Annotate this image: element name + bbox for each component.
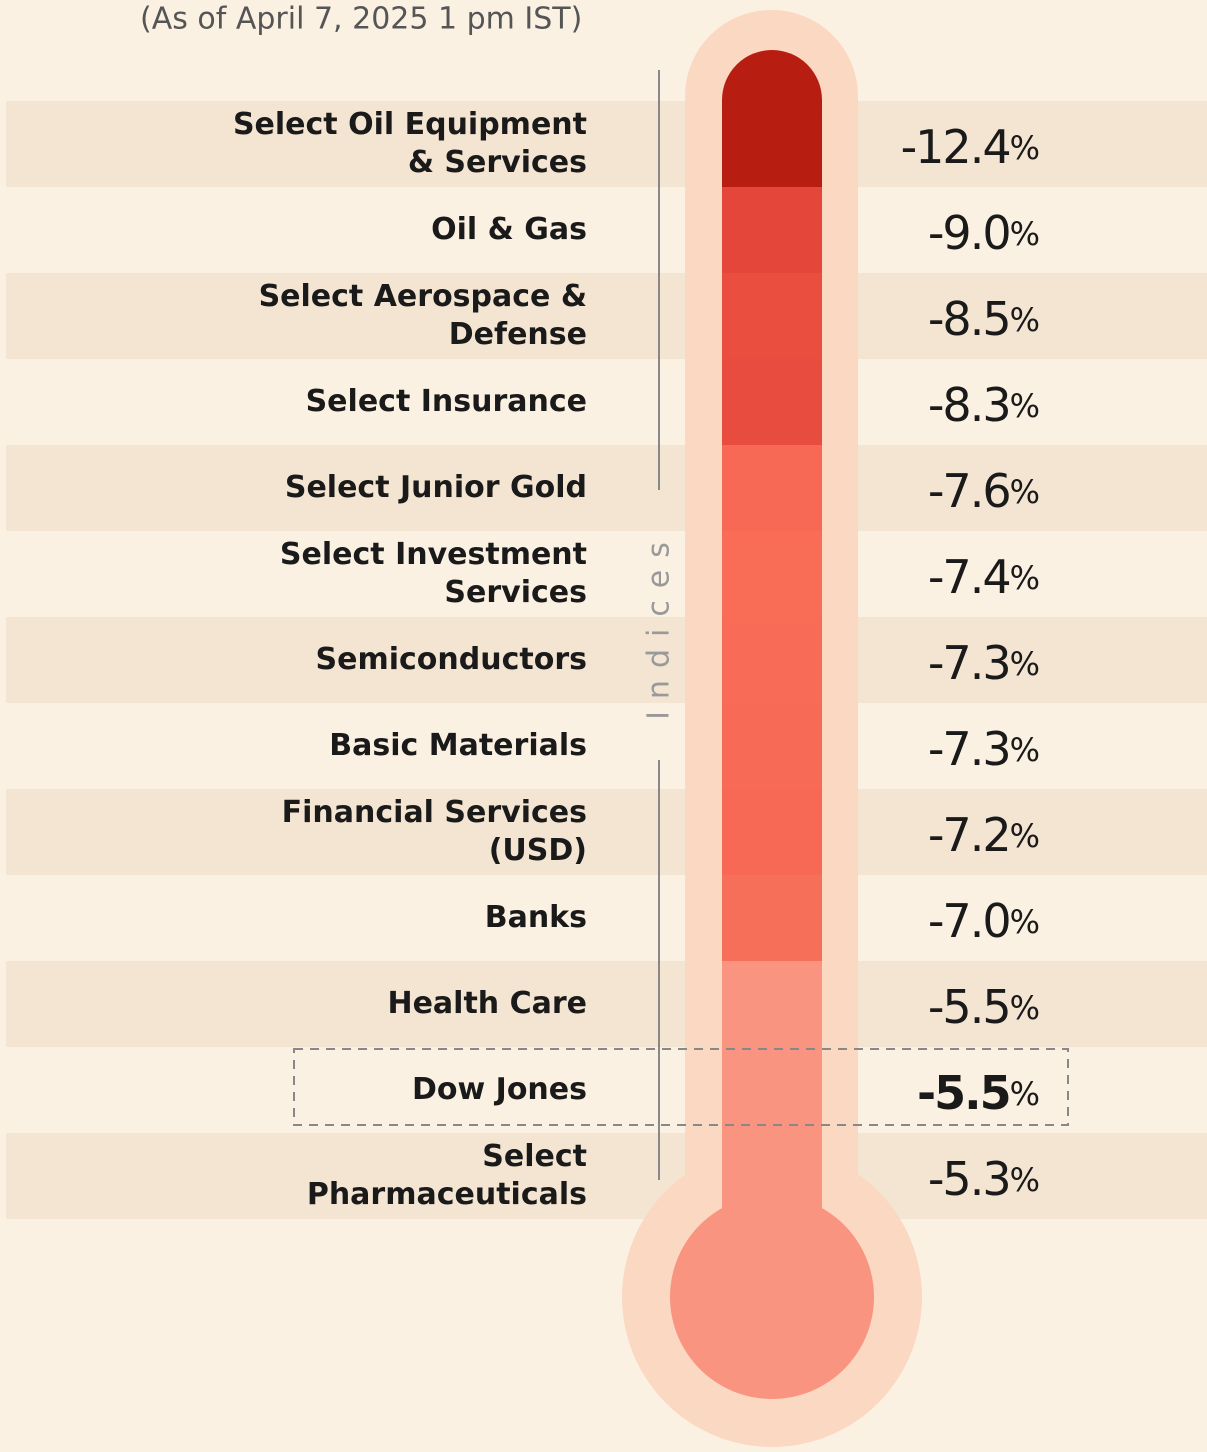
row-label: Select Junior Gold (285, 470, 587, 505)
label-line: Select Junior Gold (285, 470, 587, 505)
label-line: Select Aerospace & (259, 279, 587, 314)
stripe (6, 961, 1207, 1047)
stripe (6, 1133, 1207, 1219)
value-unit: % (1010, 903, 1039, 941)
value-label: -5.3% (928, 1152, 1039, 1206)
value-number: -7.6 (928, 464, 1010, 518)
value-unit: % (1010, 1075, 1039, 1113)
label-line: Basic Materials (329, 728, 587, 763)
row-label: Select Oil Equipment & Services (233, 107, 587, 180)
value-label: -7.3% (928, 636, 1039, 690)
label-line: Select Oil Equipment (233, 107, 587, 142)
segment (722, 617, 822, 703)
row-label: Banks (485, 900, 587, 935)
value-label: -7.3% (928, 722, 1039, 776)
segment (722, 961, 822, 1047)
label-line: & Services (408, 145, 587, 180)
value-number: -5.5 (917, 1066, 1010, 1120)
value-number: -9.0 (928, 206, 1010, 260)
label-line: Oil & Gas (431, 212, 587, 247)
label-line: Services (444, 575, 587, 610)
value-label: -12.4% (901, 120, 1039, 174)
value-unit: % (1010, 1161, 1039, 1199)
row-label: Select Investment Services (280, 537, 587, 610)
stripe (6, 789, 1207, 875)
label-line: Select (482, 1139, 587, 1174)
segment (722, 1047, 822, 1133)
value-unit: % (1010, 731, 1039, 769)
value-number: -5.3 (928, 1152, 1010, 1206)
value-unit: % (1010, 129, 1039, 167)
label-line: Financial Services (282, 795, 587, 830)
highlight-box (293, 1048, 1069, 1126)
value-label: -5.5% (917, 1066, 1039, 1120)
axis-label: Indices (642, 530, 677, 720)
value-unit: % (1010, 473, 1039, 511)
segment (722, 875, 822, 961)
value-label: -7.6% (928, 464, 1039, 518)
value-unit: % (1010, 215, 1039, 253)
bulb (670, 1195, 874, 1399)
row-label: Select Aerospace & Defense (259, 279, 587, 352)
row-label: Basic Materials (329, 728, 587, 763)
value-unit: % (1010, 989, 1039, 1027)
value-number: -8.3 (928, 378, 1010, 432)
subtitle: (As of April 7, 2025 1 pm IST) (140, 2, 582, 37)
segments (722, 50, 822, 1297)
label-line: (USD) (489, 833, 587, 868)
label-line: Select Insurance (306, 384, 587, 419)
value-label: -8.5% (928, 292, 1039, 346)
value-label: -7.0% (928, 894, 1039, 948)
value-number: -7.3 (928, 636, 1010, 690)
value-label: -7.2% (928, 808, 1039, 862)
value-label: -7.4% (928, 550, 1039, 604)
label-line: Banks (485, 900, 587, 935)
value-number: -7.0 (928, 894, 1010, 948)
row-label: Health Care (387, 986, 587, 1021)
value-unit: % (1010, 645, 1039, 683)
stripe (6, 617, 1207, 703)
row-label: Dow Jones (412, 1072, 587, 1107)
label-line: Pharmaceuticals (307, 1177, 587, 1212)
label-line: Health Care (387, 986, 587, 1021)
segment (722, 187, 822, 273)
row-label: Select Insurance (306, 384, 587, 419)
stripes (6, 101, 1207, 1219)
value-unit: % (1010, 301, 1039, 339)
stripe (6, 273, 1207, 359)
stripe (6, 101, 1207, 187)
segment (722, 359, 822, 445)
label-line: Defense (449, 317, 587, 352)
row-label: Oil & Gas (431, 212, 587, 247)
value-number: -5.5 (928, 980, 1010, 1034)
segment (722, 531, 822, 617)
segment (722, 445, 822, 531)
value-number: -7.3 (928, 722, 1010, 776)
row-label: Select Pharmaceuticals (307, 1139, 587, 1212)
value-unit: % (1010, 817, 1039, 855)
segment (722, 789, 822, 875)
segment (722, 273, 822, 359)
stripe (6, 445, 1207, 531)
label-line: Semiconductors (316, 642, 587, 677)
value-unit: % (1010, 559, 1039, 597)
value-unit: % (1010, 387, 1039, 425)
value-number: -12.4 (901, 120, 1010, 174)
value-label: -9.0% (928, 206, 1039, 260)
row-label: Financial Services (USD) (282, 795, 587, 868)
label-line: Select Investment (280, 537, 587, 572)
row-label: Semiconductors (316, 642, 587, 677)
segment (722, 703, 822, 789)
segment-cap (722, 50, 822, 150)
rows: Select Oil Equipment & Services -12.4% Oil … (233, 107, 1041, 1212)
value-number: -8.5 (928, 292, 1010, 346)
label-line: Dow Jones (412, 1072, 587, 1107)
value-number: -7.4 (928, 550, 1010, 604)
value-number: -7.2 (928, 808, 1010, 862)
value-label: -8.3% (928, 378, 1039, 432)
value-label: -5.5% (928, 980, 1039, 1034)
